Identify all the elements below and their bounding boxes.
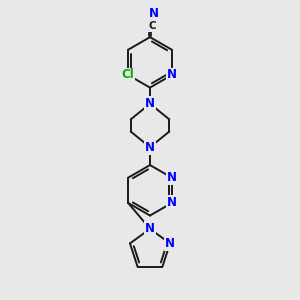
Text: N: N xyxy=(145,97,155,110)
Text: N: N xyxy=(165,237,175,250)
Text: N: N xyxy=(167,196,177,209)
Text: N: N xyxy=(145,222,155,236)
Text: N: N xyxy=(167,171,177,184)
Text: Cl: Cl xyxy=(122,68,134,82)
Text: N: N xyxy=(145,141,155,154)
Text: N: N xyxy=(149,8,159,20)
Text: C: C xyxy=(148,21,156,31)
Text: N: N xyxy=(167,68,177,82)
